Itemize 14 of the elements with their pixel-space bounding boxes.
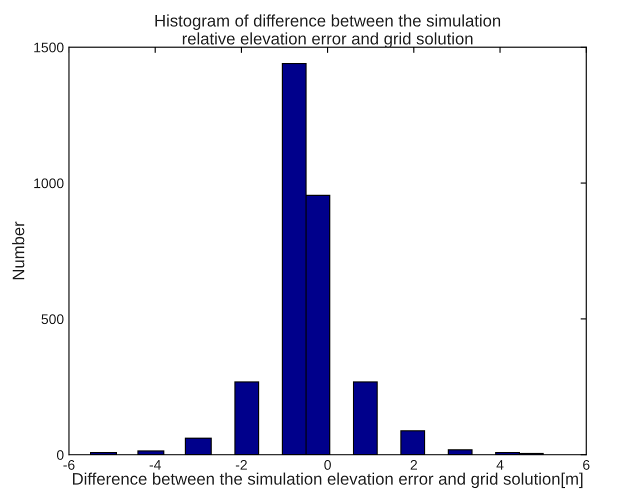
y-tick-label: 1000 — [34, 178, 64, 188]
x-tick-label: 4 — [496, 460, 504, 470]
x-tick-label: -6 — [63, 460, 75, 470]
y-axis-title: Number — [12, 222, 24, 280]
x-tick-label: 6 — [583, 460, 590, 470]
y-tick-label: 0 — [56, 450, 64, 460]
chart-title: Histogram of difference between the simulation relative elevation error and grid solution — [155, 14, 500, 48]
x-tick-label: 2 — [410, 460, 417, 470]
x-tick-label: -2 — [236, 460, 247, 470]
y-tick-label: 1500 — [34, 42, 64, 52]
x-tick-label: 0 — [324, 460, 331, 470]
x-axis-title: Difference between the simulation elevation error and grid solution[m] — [72, 472, 582, 488]
x-tick-label: -4 — [150, 460, 161, 470]
y-tick-label: 500 — [41, 314, 64, 324]
